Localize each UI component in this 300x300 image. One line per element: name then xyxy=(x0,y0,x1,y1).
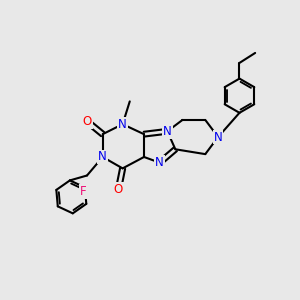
Text: N: N xyxy=(163,125,172,138)
Text: N: N xyxy=(155,156,164,169)
Text: F: F xyxy=(80,185,87,198)
Text: O: O xyxy=(114,183,123,196)
Text: N: N xyxy=(214,130,223,143)
Text: O: O xyxy=(82,115,91,128)
Text: N: N xyxy=(98,151,107,164)
Text: N: N xyxy=(118,118,127,131)
